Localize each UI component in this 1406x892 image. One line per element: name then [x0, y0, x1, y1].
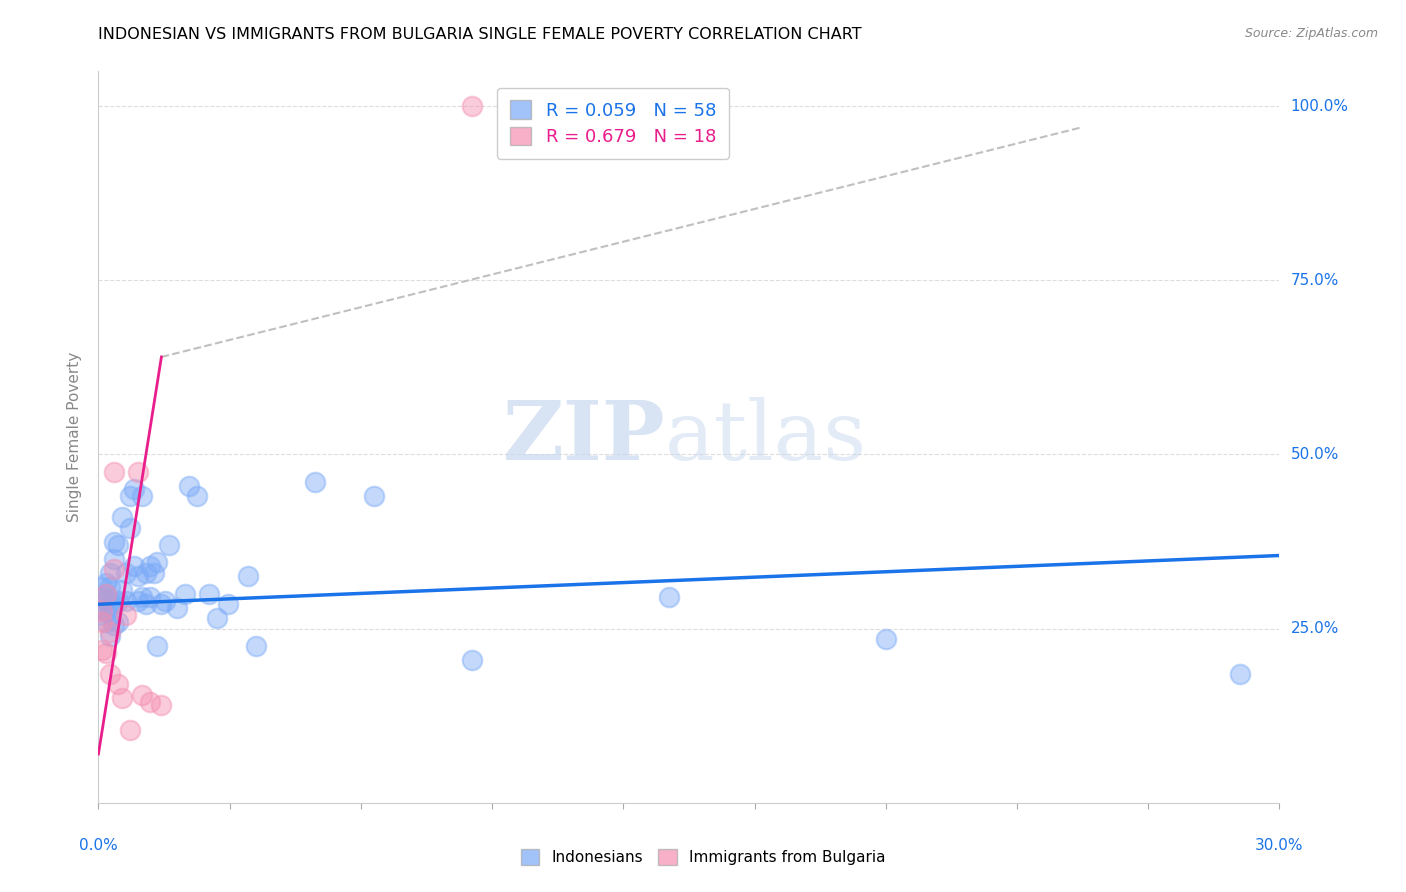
Point [118, 489, 141, 503]
Point [96, 615, 118, 629]
Text: INDONESIAN VS IMMIGRANTS FROM BULGARIA SINGLE FEMALE POVERTY CORRELATION CHART: INDONESIAN VS IMMIGRANTS FROM BULGARIA S… [98, 27, 862, 42]
Y-axis label: Single Female Poverty: Single Female Poverty [67, 352, 83, 522]
Point [122, 558, 145, 573]
Point [875, 632, 897, 646]
Point [107, 538, 129, 552]
Point [96, 576, 118, 591]
Point [98, 667, 121, 681]
Point [146, 639, 169, 653]
Point [461, 653, 484, 667]
Point [103, 465, 125, 479]
Legend: Indonesians, Immigrants from Bulgaria: Indonesians, Immigrants from Bulgaria [515, 843, 891, 871]
Point [107, 594, 129, 608]
Point [155, 594, 177, 608]
Text: 100.0%: 100.0% [1291, 99, 1348, 113]
Point [98, 607, 121, 622]
Text: 30.0%: 30.0% [1256, 838, 1303, 853]
Point [91, 580, 114, 594]
Point [142, 566, 165, 580]
Point [186, 489, 208, 503]
Point [111, 691, 134, 706]
Point [131, 489, 153, 503]
Point [157, 538, 180, 552]
Point [138, 558, 160, 573]
Point [103, 562, 125, 576]
Point [197, 587, 219, 601]
Point [363, 489, 385, 503]
Point [98, 629, 121, 643]
Point [98, 580, 121, 594]
Point [115, 607, 138, 622]
Point [103, 597, 125, 611]
Point [138, 695, 160, 709]
Legend: R = 0.059   N = 58, R = 0.679   N = 18: R = 0.059 N = 58, R = 0.679 N = 18 [498, 87, 728, 159]
Point [245, 639, 267, 653]
Point [91, 607, 114, 622]
Point [98, 625, 121, 640]
Point [127, 465, 149, 479]
Point [96, 594, 118, 608]
Point [138, 591, 160, 605]
Point [107, 677, 129, 691]
Text: 75.0%: 75.0% [1291, 273, 1339, 288]
Point [131, 688, 153, 702]
Point [658, 591, 681, 605]
Point [304, 475, 326, 490]
Point [217, 597, 239, 611]
Text: Source: ZipAtlas.com: Source: ZipAtlas.com [1244, 27, 1378, 40]
Point [115, 594, 138, 608]
Point [236, 569, 259, 583]
Point [115, 566, 138, 580]
Point [127, 594, 149, 608]
Point [461, 99, 484, 113]
Point [98, 566, 121, 580]
Point [91, 642, 114, 657]
Point [150, 597, 173, 611]
Point [103, 534, 125, 549]
Point [91, 615, 114, 629]
Point [127, 569, 149, 583]
Point [150, 698, 173, 713]
Text: 25.0%: 25.0% [1291, 621, 1339, 636]
Point [135, 597, 157, 611]
Point [111, 510, 134, 524]
Point [122, 483, 145, 497]
Point [96, 587, 118, 601]
Point [96, 604, 118, 618]
Text: 50.0%: 50.0% [1291, 447, 1339, 462]
Point [166, 600, 188, 615]
Point [135, 566, 157, 580]
Text: ZIP: ZIP [503, 397, 665, 477]
Point [1229, 667, 1251, 681]
Point [96, 646, 118, 660]
Point [103, 552, 125, 566]
Point [131, 591, 153, 605]
Point [205, 611, 228, 625]
Point [146, 556, 169, 570]
Point [91, 604, 114, 618]
Point [111, 583, 134, 598]
Text: atlas: atlas [665, 397, 868, 477]
Point [96, 587, 118, 601]
Point [118, 521, 141, 535]
Text: 0.0%: 0.0% [79, 838, 118, 853]
Point [91, 600, 114, 615]
Point [98, 597, 121, 611]
Point [177, 479, 200, 493]
Point [103, 618, 125, 632]
Point [174, 587, 197, 601]
Point [107, 615, 129, 629]
Point [118, 723, 141, 737]
Point [91, 591, 114, 605]
